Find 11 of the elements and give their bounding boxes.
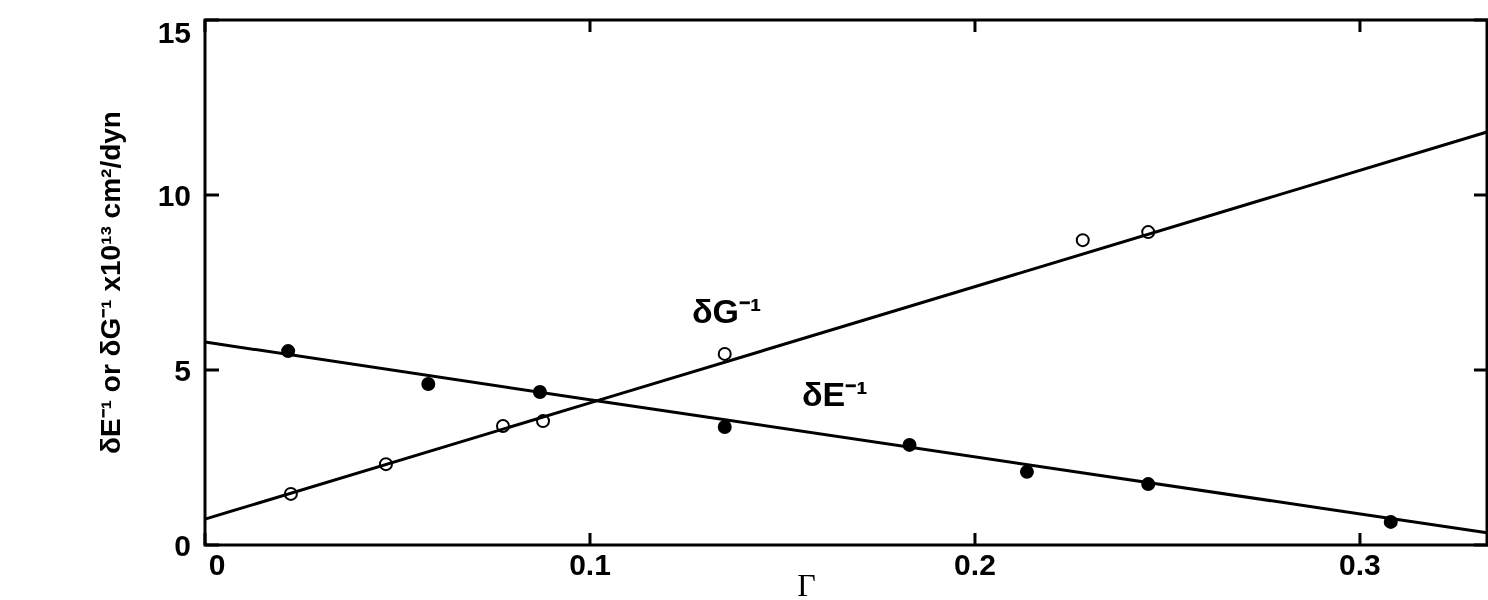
x-tick-label: 0 [208, 548, 226, 581]
x-tick-label: 0.3 [1339, 548, 1381, 581]
y-axis-title: δE⁻¹ or δG⁻¹ x10¹³ cm²/dyn [95, 111, 126, 454]
y-tick-label: 10 [157, 178, 191, 212]
x-tick-label: 0.1 [569, 548, 611, 581]
series-label: δG⁻¹ [691, 291, 762, 330]
x-tick-label: 0.2 [954, 548, 996, 581]
x-axis-title: Γ [797, 567, 816, 600]
series-label: δE⁻¹ [801, 375, 868, 414]
y-tick-label: 15 [157, 15, 191, 49]
y-tick-label: 5 [174, 353, 191, 387]
